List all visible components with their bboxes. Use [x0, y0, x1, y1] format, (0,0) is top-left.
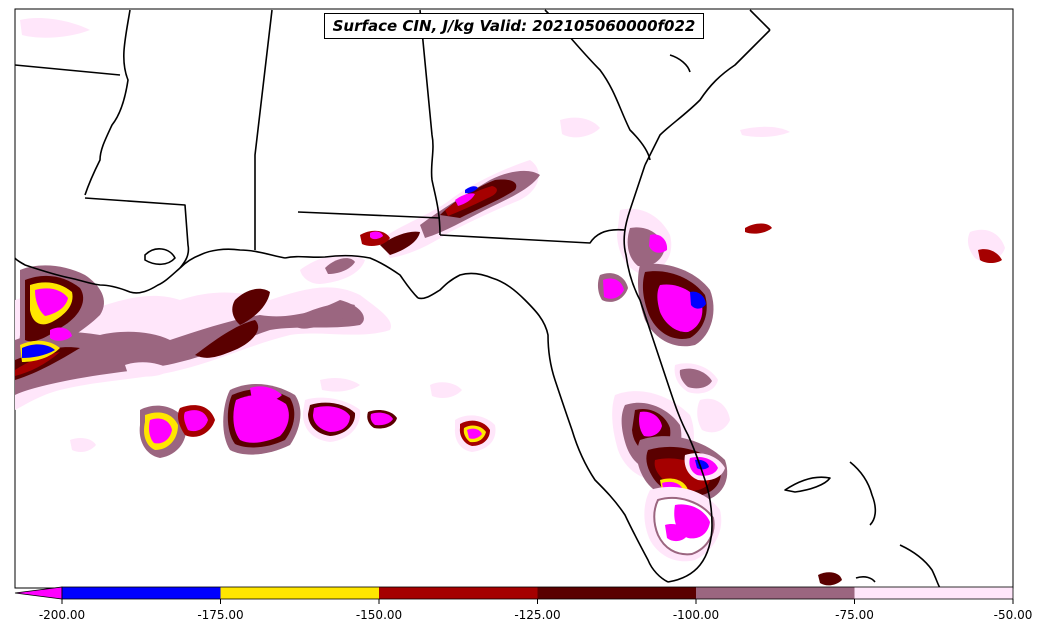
map-frame: [14, 8, 1014, 589]
colorbar-extend-min: [14, 586, 63, 600]
colorbar-tick-label: -200.00: [38, 608, 86, 622]
colorbar-tick-label: -125.00: [514, 608, 561, 622]
coastlines-borders: [14, 9, 941, 589]
colorbar-tick-label: -150.00: [355, 608, 403, 622]
colorbar-bin: [379, 587, 538, 599]
colorbar-bin: [696, 587, 855, 599]
cin-shading: [15, 18, 1005, 586]
colorbar-bin: [62, 587, 221, 599]
colorbar-tick-label: -100.00: [672, 608, 720, 622]
map-title: Surface CIN, J/kg Valid: 202105060000f02…: [324, 13, 704, 39]
colorbar-tick-label: -175.00: [197, 608, 244, 622]
colorbar-tick-label: -50.00: [993, 608, 1033, 622]
colorbar-bin: [854, 587, 1013, 599]
colorbar-bin: [537, 587, 696, 599]
colorbar: [14, 586, 1014, 604]
colorbar-bin: [220, 587, 379, 599]
colorbar-tick-label: -75.00: [835, 608, 874, 622]
